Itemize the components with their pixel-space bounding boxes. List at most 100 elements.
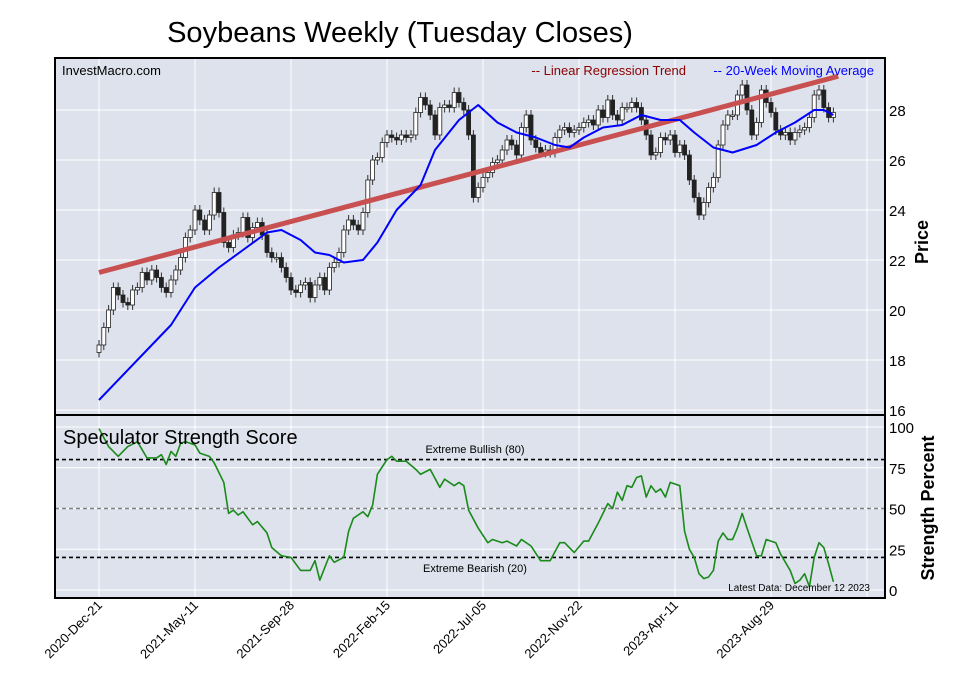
- candle-up: [360, 212, 366, 231]
- candle-up: [792, 132, 798, 141]
- chart-title: Soybeans Weekly (Tuesday Closes): [167, 17, 633, 49]
- candle-up: [336, 252, 342, 263]
- candle-down: [355, 224, 361, 231]
- candle-up: [101, 327, 107, 346]
- watermark: InvestMacro.com: [62, 63, 161, 78]
- candle-down: [221, 212, 227, 243]
- candle-down: [427, 104, 433, 116]
- candle-up: [168, 279, 174, 293]
- candle-up: [802, 127, 807, 131]
- candle-up: [581, 122, 587, 128]
- candle-up: [605, 99, 611, 118]
- candle-down: [509, 139, 515, 146]
- candle-down: [773, 112, 779, 131]
- candle-up: [96, 344, 102, 353]
- reference-lines: [55, 458, 885, 559]
- candle-up: [576, 127, 582, 131]
- strength-tick-label: 50: [889, 502, 906, 519]
- candle-up: [173, 269, 179, 281]
- candle-up: [797, 129, 803, 133]
- candle-up: [485, 172, 491, 178]
- candle-up: [418, 97, 424, 113]
- candle-up: [187, 229, 193, 238]
- candle-up: [629, 102, 635, 108]
- candle-down: [672, 134, 678, 153]
- strength-panel: [55, 415, 885, 598]
- candle-up: [715, 144, 721, 178]
- candle-up: [240, 217, 246, 233]
- candle-up: [816, 89, 822, 96]
- candle-up: [111, 287, 116, 311]
- candle-up: [759, 89, 764, 123]
- candle-down: [264, 234, 270, 253]
- x-tick-label: 2022-Jul-05: [430, 598, 489, 657]
- candle-down: [538, 147, 543, 153]
- candle-up: [139, 272, 145, 288]
- candle-up: [658, 137, 663, 153]
- candle-down: [394, 137, 400, 141]
- candle-up: [254, 222, 260, 228]
- price-tick-label: 28: [889, 103, 906, 120]
- candle-down: [432, 114, 438, 136]
- candle-up: [106, 309, 111, 328]
- candle-up: [451, 92, 457, 108]
- strength-tick-label: 25: [889, 542, 906, 559]
- candle-up: [475, 187, 481, 198]
- candle-up: [331, 262, 337, 268]
- x-tick-label: 2023-Aug-29: [713, 598, 777, 662]
- candle-down: [288, 277, 294, 291]
- strength-tick-label: 0: [889, 583, 897, 600]
- candle-up: [302, 282, 308, 286]
- candle-down: [610, 99, 615, 116]
- strength-tick-label: 75: [889, 461, 906, 478]
- candle-down: [648, 134, 654, 156]
- candle-down: [514, 144, 519, 156]
- candle-up: [725, 114, 731, 126]
- candle-down: [528, 114, 534, 141]
- candle-up: [326, 267, 332, 291]
- price-axis-label: Price: [912, 220, 932, 264]
- price-tick-label: 26: [889, 153, 906, 170]
- candle-down: [456, 92, 462, 103]
- candle-up: [811, 94, 817, 118]
- latest-data-label: Latest Data: December 12 2023: [728, 583, 870, 594]
- candle-up: [739, 84, 745, 96]
- price-tick-label: 22: [889, 253, 906, 270]
- strength-panel-border: [54, 414, 886, 599]
- candle-down: [821, 89, 827, 108]
- candle-up: [701, 202, 707, 216]
- candle-down: [245, 217, 251, 238]
- candle-up: [379, 142, 385, 158]
- candle-up: [783, 132, 788, 136]
- candle-down: [682, 144, 687, 156]
- x-tick-label: 2021-Sep-28: [233, 598, 297, 662]
- candle-down: [269, 252, 275, 258]
- candle-up: [562, 127, 567, 131]
- candle-up: [807, 117, 812, 128]
- candle-up: [346, 219, 352, 231]
- candle-up: [408, 134, 414, 138]
- candle-up: [571, 129, 577, 133]
- candle-up: [754, 122, 759, 136]
- candle-up: [365, 179, 371, 213]
- candle-down: [283, 267, 289, 278]
- candle-down: [696, 197, 702, 216]
- candle-down: [749, 109, 755, 136]
- candle-up: [499, 149, 505, 161]
- candle-up: [437, 107, 443, 136]
- candle-down: [744, 84, 750, 111]
- x-tick-label: 2023-Apr-11: [620, 598, 681, 659]
- candle-down: [322, 277, 328, 291]
- strength-score-line: [98, 428, 835, 588]
- candle-up: [653, 152, 659, 156]
- candle-up: [720, 124, 726, 146]
- candle-up: [711, 177, 716, 188]
- series-lines: [98, 73, 839, 588]
- strength-axis-label: Strength Percent: [918, 435, 938, 580]
- candle-up: [206, 214, 212, 231]
- strength-title: Speculator Strength Score: [63, 427, 298, 449]
- candle-down: [687, 154, 692, 181]
- candle-up: [413, 112, 419, 136]
- candle-up: [557, 129, 563, 138]
- strength-tick-label: 100: [889, 420, 914, 437]
